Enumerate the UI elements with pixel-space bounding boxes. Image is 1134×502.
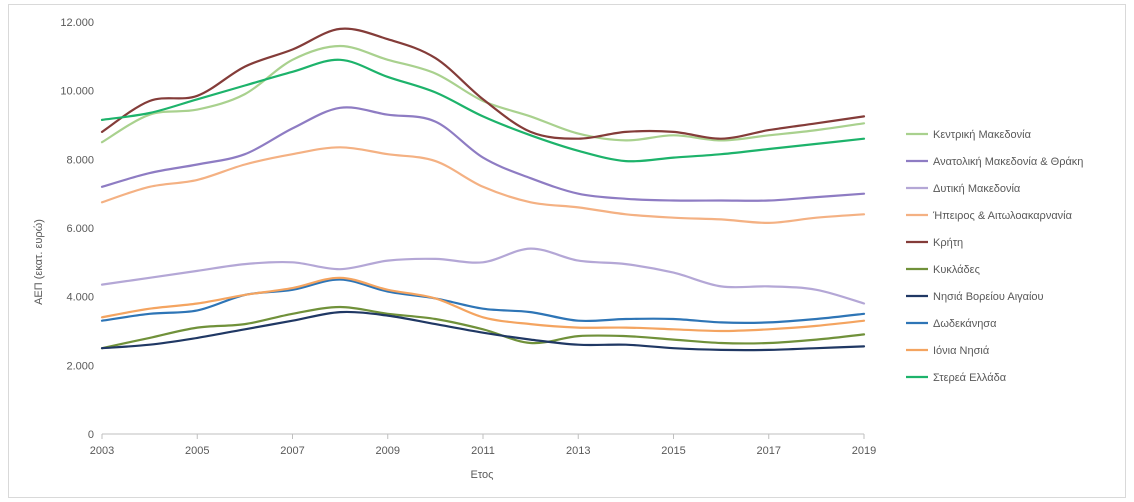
y-tick-label: 8.000 [66, 154, 94, 166]
series-line [100, 44, 866, 144]
legend-label: Ιόνια Νησιά [933, 345, 990, 357]
legend-label: Κεντρική Μακεδονία [933, 129, 1032, 141]
x-tick-label: 2009 [376, 445, 400, 457]
legend-label: Κυκλάδες [933, 264, 980, 276]
legend-label: Κρήτη [933, 237, 963, 249]
legend-label: Νησιά Βορείου Αιγαίου [933, 291, 1044, 303]
legend-label: Δωδεκάνησα [933, 318, 997, 330]
x-tick-label: 2013 [566, 445, 590, 457]
series-line [100, 278, 866, 324]
chart-legend: Κεντρική Μακεδονία Ανατολική Μακεδονία & … [906, 129, 1083, 384]
x-tick-label: 2015 [661, 445, 685, 457]
series-line [100, 146, 866, 225]
series-line [100, 106, 866, 202]
legend-label: Δυτική Μακεδονία [933, 183, 1021, 195]
x-tick-label: 2007 [280, 445, 304, 457]
y-tick-label: 10.000 [60, 86, 94, 98]
x-tick-label: 2005 [185, 445, 209, 457]
chart-frame [8, 4, 1126, 498]
y-tick-label: 6.000 [66, 223, 94, 235]
y-tick-label: 0 [88, 429, 94, 441]
series-line [100, 247, 866, 305]
legend-label: Ήπειρος & Αιτωλοακαρνανία [932, 210, 1073, 222]
y-tick-label: 12.000 [60, 17, 94, 29]
legend-label: Ανατολική Μακεδονία & Θράκη [933, 156, 1083, 168]
series-line [100, 276, 866, 333]
x-tick-label: 2017 [757, 445, 781, 457]
x-tick-label: 2011 [471, 445, 495, 457]
y-axis-title: ΑΕΠ (εκατ. ευρώ) [33, 219, 45, 305]
x-tick-label: 2003 [90, 445, 114, 457]
x-tick-label: 2019 [852, 445, 876, 457]
y-tick-label: 2.000 [66, 360, 94, 372]
series-line [100, 27, 866, 140]
series-line [100, 310, 866, 352]
series-line [100, 58, 866, 163]
legend-label: Στερεά Ελλάδα [933, 372, 1007, 384]
x-axis-title: Ετος [471, 469, 494, 481]
series-line [100, 305, 866, 350]
series-layer [100, 27, 866, 352]
chart-axes: 0 2.000 4.000 6.000 8.000 10.000 12.000 2003 200… [60, 17, 876, 457]
y-tick-label: 4.000 [66, 292, 94, 304]
